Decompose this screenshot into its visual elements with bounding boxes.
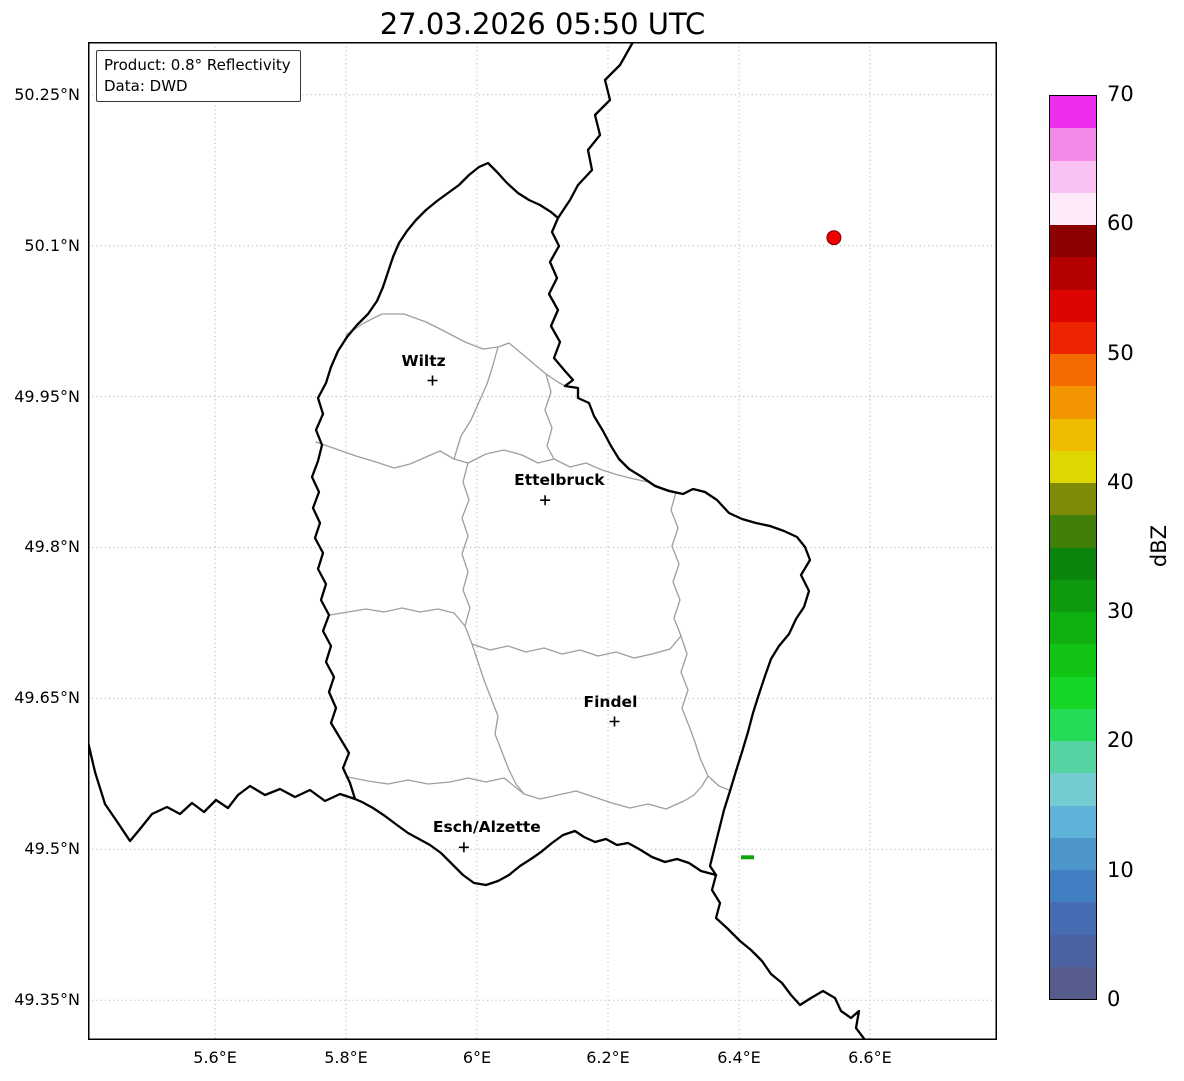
canton-border xyxy=(329,607,466,627)
colorbar-segment xyxy=(1050,386,1096,419)
colorbar-segment xyxy=(1050,321,1096,354)
y-tick-label: 49.65°N xyxy=(14,688,80,708)
colorbar-tick-label: 10 xyxy=(1107,857,1134,882)
colorbar-segment xyxy=(1050,450,1096,483)
colorbar-segment xyxy=(1050,160,1096,193)
y-tick-label: 49.35°N xyxy=(14,990,80,1010)
colorbar-segment xyxy=(1050,579,1096,612)
info-line-product: Product: 0.8° Reflectivity xyxy=(104,56,291,74)
plot-frame xyxy=(88,42,997,1040)
radar-echo-dash xyxy=(741,855,754,860)
city-label-wiltz: Wiltz xyxy=(401,351,446,370)
info-line-data: Data: DWD xyxy=(104,76,188,95)
city-label-ettelbruck: Ettelbruck xyxy=(514,471,605,490)
colorbar-tick-label: 50 xyxy=(1107,340,1134,365)
colorbar-segment xyxy=(1050,128,1096,161)
colorbar-segment xyxy=(1050,805,1096,838)
y-tick-label: 49.8°N xyxy=(24,537,80,557)
colorbar-segment xyxy=(1050,612,1096,645)
colorbar-segment xyxy=(1050,225,1096,258)
border-france-germany xyxy=(710,873,867,1040)
x-tick-label: 5.8°E xyxy=(324,1048,368,1067)
city-label-esch-alzette: Esch/Alzette xyxy=(432,818,541,837)
colorbar-segment xyxy=(1050,676,1096,709)
radar-echoes xyxy=(741,230,842,860)
colorbar-segment xyxy=(1050,708,1096,741)
x-tick-label: 5.6°E xyxy=(193,1048,237,1067)
colorbar-label: dBZ xyxy=(1147,524,1172,568)
canton-border xyxy=(670,491,730,791)
country-borders xyxy=(88,42,867,1040)
y-tick-label: 49.95°N xyxy=(14,386,80,406)
x-tick-label: 6.4°E xyxy=(717,1048,761,1067)
city-marker-findel xyxy=(609,716,620,727)
colorbar-segments xyxy=(1050,96,1096,999)
info-box: Product: 0.8° Reflectivity Data: DWD xyxy=(96,50,301,103)
colorbar-segment xyxy=(1050,773,1096,806)
x-tick-label: 6.6°E xyxy=(848,1048,892,1067)
canton-border xyxy=(544,373,555,460)
colorbar-tick-label: 0 xyxy=(1107,987,1121,1011)
canton-border xyxy=(347,775,709,810)
y-tick-label: 49.5°N xyxy=(24,839,80,859)
colorbar-segment xyxy=(1050,966,1096,999)
colorbar-tick-label: 40 xyxy=(1107,469,1134,494)
colorbar-tick-label: 70 xyxy=(1107,82,1134,106)
y-tick-label: 50.1°N xyxy=(24,235,80,255)
city-marker-wiltz xyxy=(427,375,438,386)
colorbar-segment xyxy=(1050,515,1096,548)
y-tick-label: 50.25°N xyxy=(14,84,80,104)
grid-lines xyxy=(88,42,997,1040)
colorbar-segment xyxy=(1050,192,1096,225)
colorbar xyxy=(1049,95,1097,1000)
border-luxembourg xyxy=(310,161,812,887)
figure-title: 27.03.2026 05:50 UTC xyxy=(379,7,706,41)
city-marker-esch-alzette xyxy=(458,842,469,853)
colorbar-segment xyxy=(1050,870,1096,903)
city-marker-ettelbruck xyxy=(540,495,551,506)
colorbar-segment xyxy=(1050,741,1096,774)
border-belgium-germany xyxy=(556,42,635,220)
x-tick-label: 6°E xyxy=(462,1048,492,1067)
colorbar-segment xyxy=(1050,96,1096,129)
colorbar-segment xyxy=(1050,418,1096,451)
colorbar-segment xyxy=(1050,644,1096,677)
canton-borders xyxy=(315,313,730,810)
colorbar-segment xyxy=(1050,837,1096,870)
colorbar-segment xyxy=(1050,257,1096,290)
colorbar-segment xyxy=(1050,354,1096,387)
colorbar-segment xyxy=(1050,934,1096,967)
x-tick-label: 6.2°E xyxy=(586,1048,630,1067)
border-belgium-france xyxy=(88,740,357,843)
radar-echo-dot xyxy=(826,230,842,246)
canton-border xyxy=(345,313,566,387)
canton-border xyxy=(461,462,525,795)
colorbar-segment xyxy=(1050,902,1096,935)
colorbar-segment xyxy=(1050,547,1096,580)
map-plot: Product: 0.8° Reflectivity Data: DWD Wil… xyxy=(88,42,997,1040)
canton-border xyxy=(315,441,469,469)
colorbar-segment xyxy=(1050,289,1096,322)
map-canvas xyxy=(88,42,997,1040)
colorbar-tick-label: 20 xyxy=(1107,728,1134,753)
colorbar-tick-label: 30 xyxy=(1107,599,1134,624)
canton-border xyxy=(471,635,682,659)
city-label-findel: Findel xyxy=(583,692,638,711)
colorbar-tick-label: 60 xyxy=(1107,211,1134,236)
colorbar-segment xyxy=(1050,483,1096,516)
canton-border xyxy=(453,346,499,460)
city-markers xyxy=(427,375,620,853)
